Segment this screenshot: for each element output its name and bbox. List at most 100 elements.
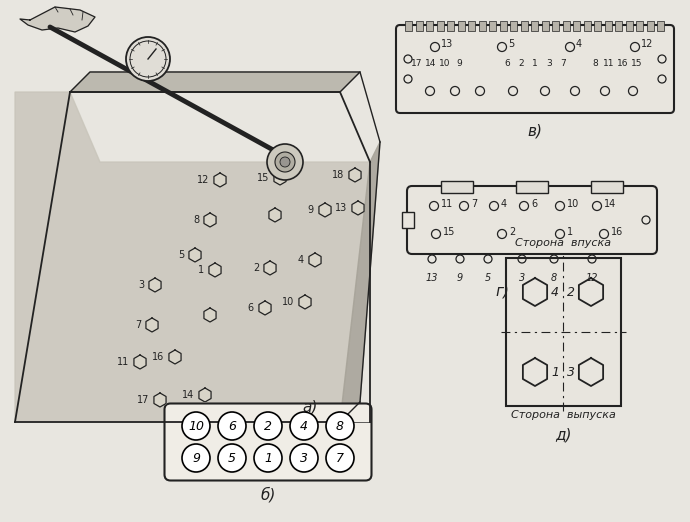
Bar [468,21,475,31]
Polygon shape [209,263,221,277]
Polygon shape [309,253,321,267]
Text: 9: 9 [192,452,200,465]
Polygon shape [259,301,271,315]
Text: 3: 3 [567,365,575,378]
Polygon shape [20,7,95,32]
Text: 14: 14 [181,390,194,400]
Circle shape [218,444,246,472]
FancyBboxPatch shape [164,404,371,480]
Bar [573,21,580,31]
Text: 14: 14 [425,60,437,68]
Bar [415,21,422,31]
Text: 12: 12 [586,273,598,283]
Polygon shape [579,358,603,386]
Text: 7: 7 [560,60,566,68]
Text: 1: 1 [567,227,573,237]
Bar [478,21,486,31]
FancyBboxPatch shape [407,186,657,254]
Text: 16: 16 [618,60,629,68]
Text: Сторона  впуска: Сторона впуска [515,238,611,248]
Circle shape [254,412,282,440]
Bar [562,21,569,31]
Circle shape [290,444,318,472]
Circle shape [182,412,210,440]
Bar [594,21,601,31]
Text: 4: 4 [551,286,559,299]
Circle shape [290,412,318,440]
Polygon shape [149,278,161,292]
Text: 4: 4 [298,255,304,265]
Polygon shape [146,318,158,332]
Polygon shape [579,278,603,306]
Text: 2: 2 [567,286,575,299]
Polygon shape [319,203,331,217]
Text: 13: 13 [426,273,438,283]
FancyBboxPatch shape [441,181,473,193]
Text: 9: 9 [457,273,463,283]
Text: 3: 3 [138,280,144,290]
Polygon shape [269,208,281,222]
Polygon shape [340,142,380,422]
Text: 2: 2 [518,60,524,68]
Text: 13: 13 [335,203,347,213]
Polygon shape [523,278,547,306]
Text: 15: 15 [257,173,269,183]
Text: 9: 9 [456,60,462,68]
Bar [457,21,464,31]
Text: 8: 8 [551,273,557,283]
Polygon shape [204,308,216,322]
Text: 17: 17 [411,60,423,68]
Text: Сторона  выпуска: Сторона выпуска [511,410,615,420]
Bar [657,21,664,31]
Bar [447,21,454,31]
Polygon shape [299,295,311,309]
Polygon shape [154,393,166,407]
Text: 5: 5 [228,452,236,465]
Text: 1: 1 [532,60,538,68]
Text: 10: 10 [188,420,204,433]
Text: 16: 16 [152,352,164,362]
Text: 1: 1 [551,365,559,378]
Bar [636,21,643,31]
Bar [405,21,412,31]
Bar [542,21,549,31]
Text: а): а) [302,399,317,414]
Bar [506,258,620,406]
FancyBboxPatch shape [516,181,548,193]
Text: 18: 18 [332,170,344,180]
Text: 5: 5 [485,273,491,283]
Text: 3: 3 [546,60,552,68]
Text: 6: 6 [248,303,254,313]
Text: 2: 2 [253,263,259,273]
Polygon shape [274,171,286,185]
Text: 6: 6 [504,60,510,68]
Bar [520,21,527,31]
Text: 12: 12 [197,175,209,185]
Bar [489,21,496,31]
Text: 8: 8 [592,60,598,68]
Text: 11: 11 [117,357,129,367]
Text: г): г) [495,284,509,299]
Text: 10: 10 [440,60,451,68]
Polygon shape [15,92,370,422]
Text: 2: 2 [264,420,272,433]
Text: 5: 5 [178,250,184,260]
Text: 12: 12 [641,39,653,49]
Text: 15: 15 [443,227,455,237]
Circle shape [326,412,354,440]
Text: 4: 4 [576,39,582,49]
Polygon shape [199,388,211,402]
Text: 14: 14 [604,199,616,209]
Text: 6: 6 [228,420,236,433]
Bar [626,21,633,31]
Bar [584,21,591,31]
Text: 7: 7 [336,452,344,465]
Polygon shape [264,261,276,275]
Text: 8: 8 [336,420,344,433]
Circle shape [275,152,295,172]
Text: 2: 2 [509,227,515,237]
FancyBboxPatch shape [402,212,414,228]
Text: 9: 9 [308,205,314,215]
Circle shape [326,444,354,472]
Bar [426,21,433,31]
